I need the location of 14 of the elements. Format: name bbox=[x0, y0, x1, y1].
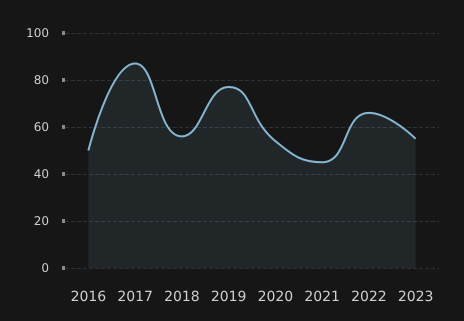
y-tick-label: 0 bbox=[41, 261, 49, 275]
x-tick-label: 2023 bbox=[398, 289, 434, 305]
x-tick-label: 2016 bbox=[70, 289, 106, 305]
x-tick-label: 2020 bbox=[258, 289, 294, 305]
x-tick-label: 2018 bbox=[164, 289, 200, 305]
y-tick-label: 60 bbox=[34, 120, 49, 134]
y-tick-label: 40 bbox=[34, 167, 49, 181]
x-tick-label: 2021 bbox=[304, 289, 340, 305]
y-tick-label: 20 bbox=[34, 214, 49, 228]
x-tick-label: 2019 bbox=[210, 289, 246, 305]
y-tick-label: 100 bbox=[26, 26, 49, 40]
y-tick-label: 80 bbox=[34, 73, 49, 87]
x-tick-label: 2017 bbox=[117, 289, 153, 305]
x-tick-label: 2022 bbox=[351, 289, 387, 305]
